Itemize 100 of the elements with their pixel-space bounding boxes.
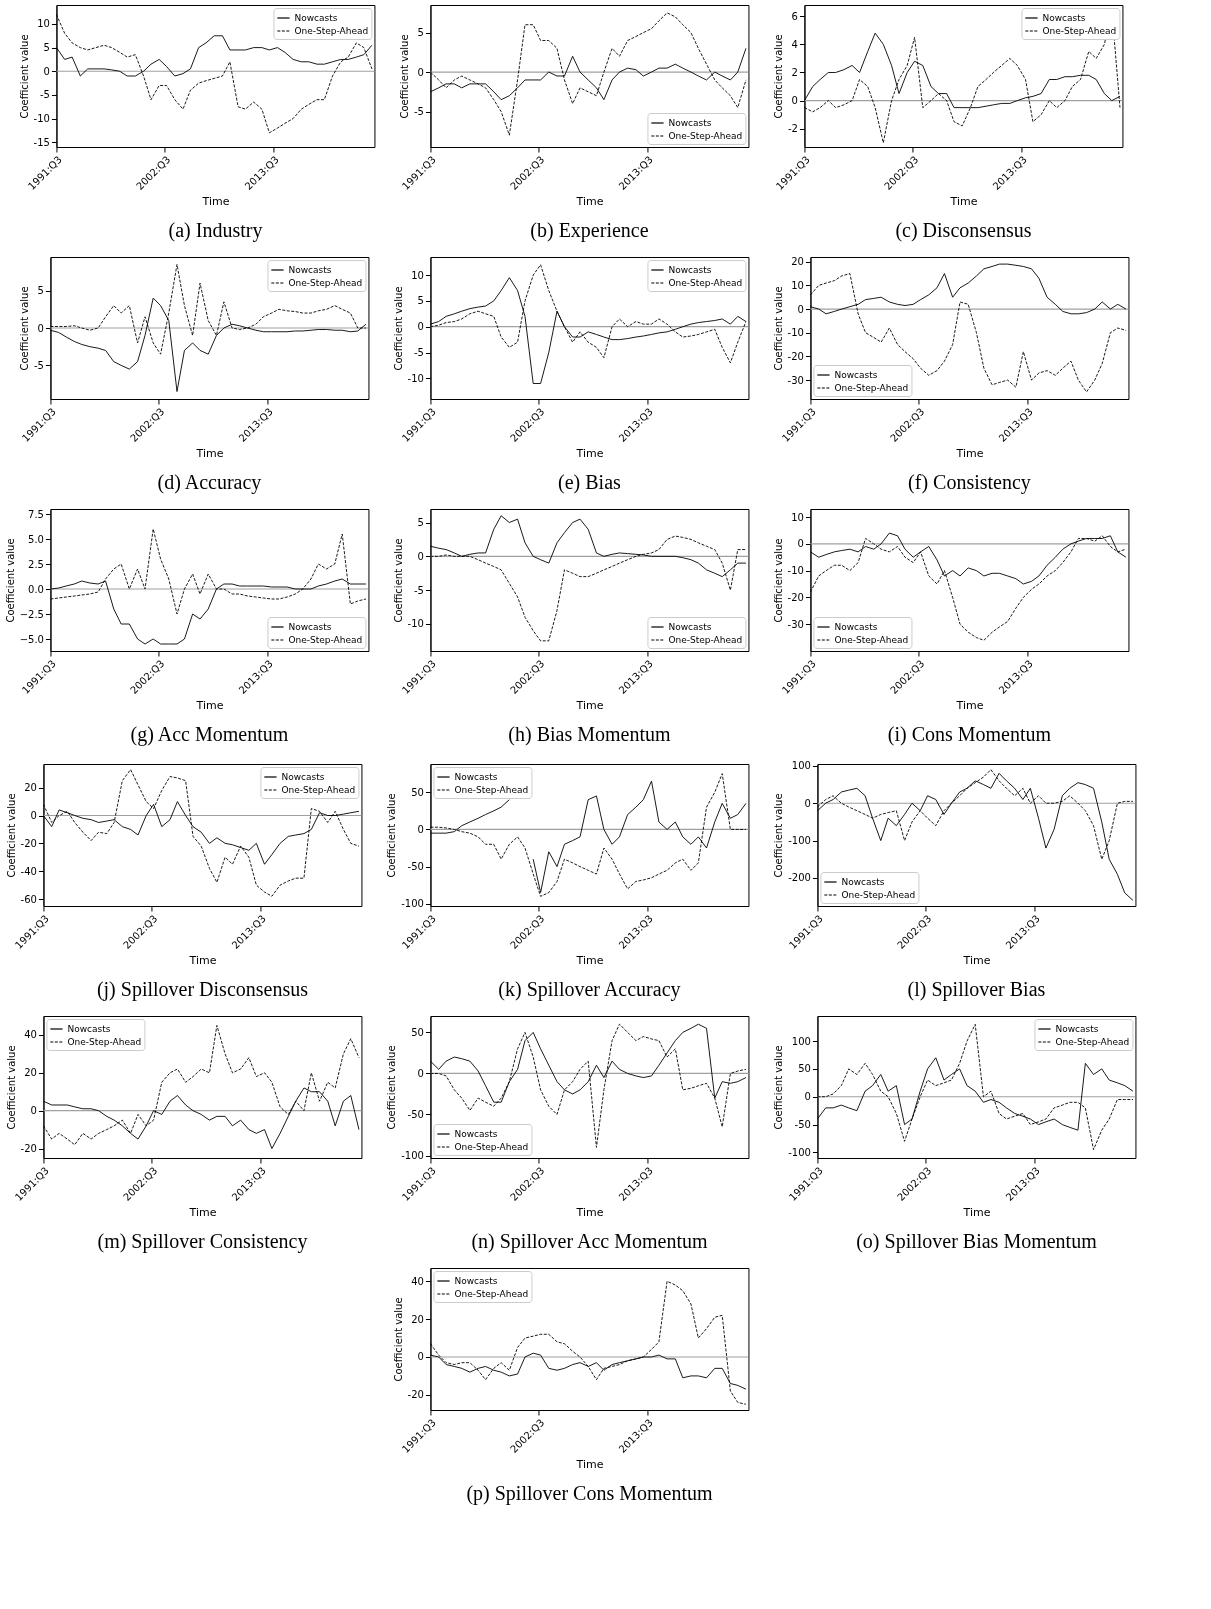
y-tick-label: 0 — [30, 810, 37, 822]
legend-label: Nowcasts — [67, 1024, 111, 1034]
y-tick-label: -5 — [33, 359, 44, 371]
y-tick-label: -10 — [787, 327, 804, 339]
legend-label: One-Step-Ahead — [834, 635, 909, 645]
y-tick-label: 10 — [791, 511, 804, 523]
y-tick-label: 20 — [791, 256, 804, 268]
y-tick-label: 0 — [43, 65, 50, 77]
y-tick-label: 0 — [417, 321, 424, 333]
y-tick-label: 10 — [791, 279, 804, 291]
y-tick-label: 0 — [797, 538, 804, 550]
y-tick-label: 5.0 — [28, 533, 44, 545]
y-tick-label: 6 — [791, 10, 798, 22]
y-tick-label: -5 — [413, 347, 424, 359]
x-axis-title: Time — [962, 954, 991, 968]
y-tick-label: 0 — [37, 322, 44, 334]
y-tick-label: 0 — [417, 823, 424, 835]
y-tick-label: -100 — [788, 835, 811, 847]
y-tick-label: 0.0 — [28, 583, 44, 595]
text: (p) Spillover Cons Momentum — [466, 1481, 713, 1505]
y-tick-label: 0 — [30, 1105, 37, 1117]
legend-label: One-Step-Ahead — [294, 26, 369, 36]
y-tick-label: 50 — [411, 786, 424, 798]
x-axis-title: Time — [575, 699, 604, 713]
y-tick-label: -5 — [413, 106, 424, 117]
text: (b) Experience — [530, 218, 649, 242]
legend-label: One-Step-Ahead — [281, 785, 356, 795]
legend-label: One-Step-Ahead — [1055, 1037, 1130, 1047]
x-axis-title: Time — [188, 1206, 217, 1220]
legend-label: One-Step-Ahead — [67, 1037, 142, 1047]
y-tick-label: -100 — [401, 898, 424, 910]
y-axis-title: Coefficient value — [398, 34, 410, 119]
legend-label: Nowcasts — [1055, 1024, 1099, 1034]
legend-label: Nowcasts — [288, 265, 332, 275]
x-axis-title: Time — [575, 1206, 604, 1220]
y-axis-title: Coefficient value — [18, 286, 30, 371]
y-tick-label: -5 — [39, 89, 50, 101]
y-tick-label: 20 — [24, 1067, 37, 1079]
legend-label: One-Step-Ahead — [454, 785, 529, 795]
text: (h) Bias Momentum — [508, 722, 671, 746]
y-axis-title: Coefficient value — [772, 538, 784, 623]
x-axis-title: Time — [955, 447, 984, 461]
y-tick-label: -50 — [407, 861, 424, 873]
y-axis-title: Coefficient value — [5, 793, 17, 878]
y-axis-title: Coefficient value — [4, 538, 16, 623]
x-axis-title: Time — [575, 1458, 604, 1472]
y-axis-title: Coefficient value — [392, 286, 404, 371]
y-tick-label: 100 — [791, 1035, 811, 1047]
y-tick-label: 0 — [791, 95, 798, 107]
y-tick-label: -50 — [407, 1109, 424, 1120]
y-tick-label: 0 — [804, 1091, 811, 1103]
y-tick-label: −5.0 — [19, 633, 44, 645]
y-tick-label: -10 — [33, 113, 50, 125]
legend-label: One-Step-Ahead — [834, 383, 909, 393]
y-axis-title: Coefficient value — [18, 34, 30, 119]
y-tick-label: 5 — [417, 295, 424, 307]
x-axis-title: Time — [195, 447, 224, 461]
y-tick-label: 5 — [43, 42, 50, 54]
legend-label: One-Step-Ahead — [454, 1142, 529, 1152]
text: (o) Spillover Bias Momentum — [856, 1229, 1098, 1253]
legend-label: One-Step-Ahead — [1042, 26, 1117, 36]
y-axis-title: Coefficient value — [5, 1045, 17, 1130]
y-tick-label: 5 — [417, 517, 424, 529]
y-tick-label: 50 — [798, 1063, 811, 1075]
y-tick-label: 50 — [411, 1026, 424, 1038]
x-axis-title: Time — [188, 954, 217, 968]
text: (g) Acc Momentum — [130, 722, 289, 746]
legend-label: One-Step-Ahead — [668, 131, 743, 141]
legend-label: Nowcasts — [288, 622, 332, 632]
y-tick-label: 10 — [411, 269, 424, 281]
x-axis-title: Time — [962, 1206, 991, 1220]
text: (m) Spillover Consistency — [97, 1229, 308, 1253]
text: (a) Industry — [168, 218, 263, 242]
y-tick-label: -5 — [413, 584, 424, 596]
y-tick-label: 40 — [411, 1275, 424, 1287]
text: (i) Cons Momentum — [887, 722, 1052, 746]
y-tick-label: 7.5 — [28, 508, 44, 520]
x-axis-title: Time — [195, 699, 224, 713]
y-tick-label: 20 — [24, 782, 37, 794]
y-tick-label: -20 — [20, 1143, 37, 1155]
y-tick-label: -10 — [787, 565, 804, 577]
text: (f) Consistency — [908, 470, 1031, 494]
text: (l) Spillover Bias — [907, 977, 1046, 1001]
legend-label: Nowcasts — [454, 772, 498, 782]
text: (d) Accuracy — [157, 470, 262, 494]
y-tick-label: 0 — [417, 66, 424, 78]
y-tick-label: -20 — [20, 837, 37, 849]
x-axis-title: Time — [201, 195, 230, 209]
y-axis-title: Coefficient value — [392, 538, 404, 623]
legend-label: Nowcasts — [834, 622, 878, 632]
legend-label: One-Step-Ahead — [288, 278, 363, 288]
x-axis-title: Time — [575, 447, 604, 461]
legend-label: Nowcasts — [454, 1276, 498, 1286]
y-tick-label: 5 — [417, 27, 424, 39]
y-tick-label: 0 — [797, 303, 804, 315]
x-axis-title: Time — [575, 195, 604, 209]
y-tick-label: -30 — [787, 374, 804, 386]
legend-label: One-Step-Ahead — [454, 1289, 529, 1299]
legend-label: Nowcasts — [454, 1129, 498, 1139]
text: (j) Spillover Disconsensus — [96, 977, 309, 1001]
